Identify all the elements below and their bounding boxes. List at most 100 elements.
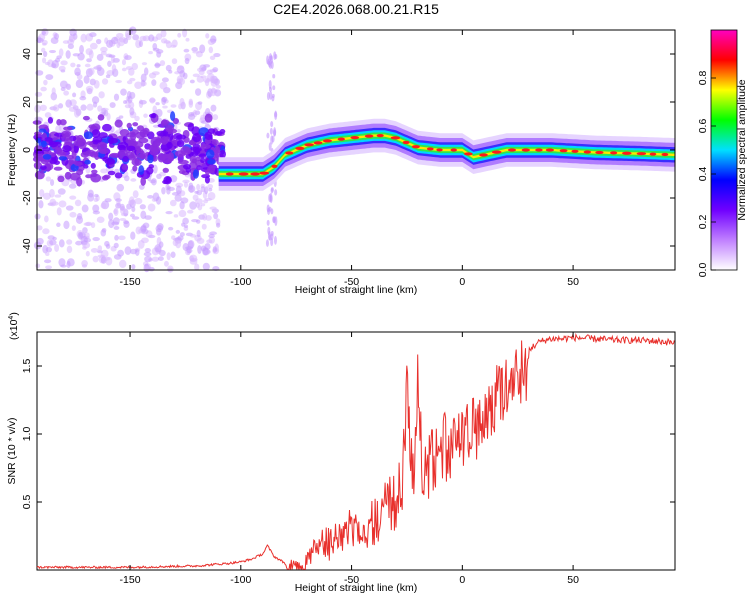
noise-blob: [176, 139, 185, 148]
snr-x-label: Height of straight line (km): [295, 582, 418, 594]
noise-blob: [210, 104, 217, 112]
spectrogram-y-label: Frequency (Hz): [6, 114, 18, 186]
noise-blob: [100, 46, 108, 53]
noise-blob: [200, 186, 206, 193]
ridge-peak: [479, 153, 488, 157]
noise-blob: [76, 176, 83, 187]
noise-blob: [83, 75, 90, 84]
noise-blob: [106, 39, 113, 48]
snr-y-tick-label: 0.5: [21, 495, 33, 510]
noise-blob: [215, 222, 221, 228]
noise-blob: [66, 258, 75, 267]
noise-blob: [64, 83, 70, 89]
noise-blob: [192, 50, 201, 54]
noise-blob: [97, 114, 105, 121]
noise-blob: [40, 86, 47, 92]
noise-blob: [189, 201, 197, 210]
noise-blob: [79, 96, 87, 101]
noise-blob: [74, 161, 83, 167]
noise-blob: [270, 187, 274, 194]
noise-blob: [141, 81, 147, 87]
noise-blob: [90, 162, 96, 169]
noise-blob: [200, 143, 211, 149]
ridge-peak: [507, 148, 517, 152]
ridge-peak: [250, 172, 260, 176]
noise-blob: [100, 249, 109, 258]
noise-blob: [194, 263, 200, 271]
noise-blob: [56, 118, 62, 126]
noise-blob: [196, 165, 203, 171]
noise-blob: [269, 127, 273, 135]
noise-blob: [75, 240, 83, 246]
noise-blob: [59, 119, 67, 126]
ridge-peak: [545, 148, 554, 152]
spectrogram-y-tick-label: 0: [21, 147, 33, 153]
noise-blob: [156, 51, 162, 58]
ridge-peak: [238, 172, 249, 176]
noise-blob: [108, 137, 114, 145]
ridge-peak: [661, 152, 669, 157]
noise-blob: [189, 156, 197, 163]
noise-blob: [43, 192, 51, 200]
noise-blob: [111, 36, 119, 45]
noise-blob: [79, 44, 84, 54]
noise-blob: [273, 51, 277, 60]
noise-blob: [82, 241, 91, 249]
noise-blob: [162, 167, 169, 173]
ridge-peak: [649, 152, 657, 156]
noise-blob: [113, 225, 120, 230]
noise-blob: [174, 194, 182, 202]
ridge-peak: [376, 134, 384, 138]
noise-blob: [44, 215, 49, 223]
noise-blob: [177, 32, 182, 38]
noise-blob: [87, 189, 94, 198]
spectrogram-x-tick-label: -100: [230, 276, 251, 288]
noise-blob: [82, 115, 90, 121]
noise-blob: [135, 248, 140, 256]
noise-blob: [198, 69, 205, 76]
ridge-peak: [313, 141, 323, 145]
noise-blob: [274, 111, 278, 118]
noise-blob: [213, 153, 219, 162]
noise-blob: [56, 222, 61, 228]
noise-blob: [200, 157, 206, 164]
noise-blob: [215, 84, 221, 89]
noise-blob: [139, 225, 147, 232]
noise-blob: [65, 99, 72, 108]
noise-blob: [54, 194, 62, 198]
ridge-peak: [521, 148, 531, 152]
noise-blob: [131, 158, 142, 167]
noise-blob: [186, 248, 193, 254]
noise-blob: [41, 47, 46, 53]
noise-blob: [85, 221, 93, 226]
noise-blob: [157, 223, 164, 231]
spectrogram-x-tick-label: 0: [459, 276, 465, 288]
noise-blob: [160, 119, 170, 126]
snr-x-tick-label: 50: [567, 574, 579, 586]
ridge-peak: [491, 150, 502, 154]
noise-blob: [203, 64, 211, 68]
noise-blob: [36, 225, 43, 231]
noise-blob: [97, 105, 103, 112]
noise-blob: [62, 145, 72, 153]
noise-blob: [117, 249, 124, 257]
noise-blob: [85, 85, 94, 93]
noise-blob: [201, 66, 207, 71]
noise-blob: [156, 173, 162, 179]
noise-blob: [129, 77, 136, 82]
noise-blob: [34, 170, 45, 180]
noise-blob: [207, 159, 216, 165]
noise-blob: [126, 203, 132, 210]
noise-blob: [42, 50, 48, 58]
snr-x-tick-label: -50: [344, 574, 359, 586]
noise-blob: [204, 131, 213, 140]
noise-blob: [85, 250, 90, 257]
noise-blob: [202, 213, 208, 221]
noise-blob: [212, 114, 219, 121]
noise-blob: [125, 138, 136, 144]
noise-blob: [128, 67, 135, 76]
noise-blob: [147, 203, 156, 212]
noise-blob: [102, 123, 112, 132]
noise-blob: [157, 256, 164, 261]
